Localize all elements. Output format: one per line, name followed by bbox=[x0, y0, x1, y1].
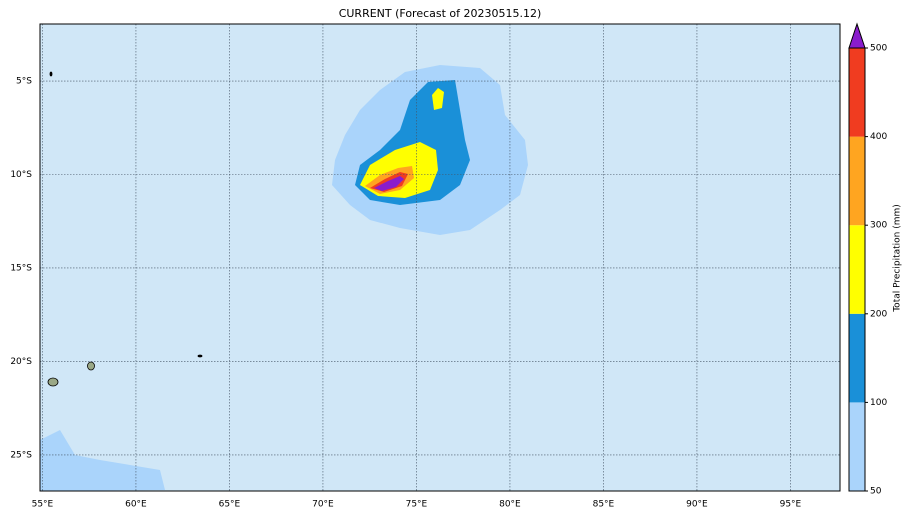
colorbar-label: Total Precipitation (mm) bbox=[893, 204, 903, 313]
colorbar-segment bbox=[849, 402, 865, 491]
colorbar-frame bbox=[848, 47, 866, 492]
colorbar-tick-label: 50 bbox=[870, 487, 882, 497]
islands bbox=[47, 71, 203, 387]
x-tick-label: 95°E bbox=[780, 500, 802, 510]
y-tick-label: 5°S bbox=[16, 77, 32, 87]
colorbar-tick-label: 300 bbox=[870, 221, 887, 231]
x-tick-label: 75°E bbox=[406, 500, 428, 510]
colorbar-extend bbox=[848, 22, 866, 49]
x-tick-label: 70°E bbox=[312, 500, 334, 510]
x-tick-label: 55°E bbox=[32, 500, 54, 510]
colorbar-segment bbox=[849, 313, 865, 403]
precipitation-field bbox=[40, 65, 528, 491]
x-tick-label: 60°E bbox=[125, 500, 147, 510]
grid bbox=[40, 24, 840, 491]
colorbar-tick-label: 200 bbox=[870, 309, 887, 319]
x-tick-label: 85°E bbox=[593, 500, 615, 510]
colorbar-segment bbox=[849, 48, 865, 137]
map-frame bbox=[39, 23, 841, 492]
y-tick-label: 10°S bbox=[10, 170, 32, 180]
colorbar-segment bbox=[849, 136, 865, 226]
colorbar-tick-label: 100 bbox=[870, 398, 887, 408]
x-tick-label: 65°E bbox=[219, 500, 241, 510]
map-title: CURRENT (Forecast of 20230515.12) bbox=[339, 7, 542, 20]
colorbar-segment bbox=[849, 225, 865, 314]
y-tick-label: 25°S bbox=[10, 450, 32, 460]
x-tick-label: 90°E bbox=[686, 500, 708, 510]
colorbar-tick-label: 500 bbox=[870, 44, 887, 54]
y-tick-label: 20°S bbox=[10, 357, 32, 367]
colorbar-tick-label: 400 bbox=[870, 132, 887, 142]
y-tick-label: 15°S bbox=[10, 263, 32, 273]
x-tick-label: 80°E bbox=[499, 500, 521, 510]
